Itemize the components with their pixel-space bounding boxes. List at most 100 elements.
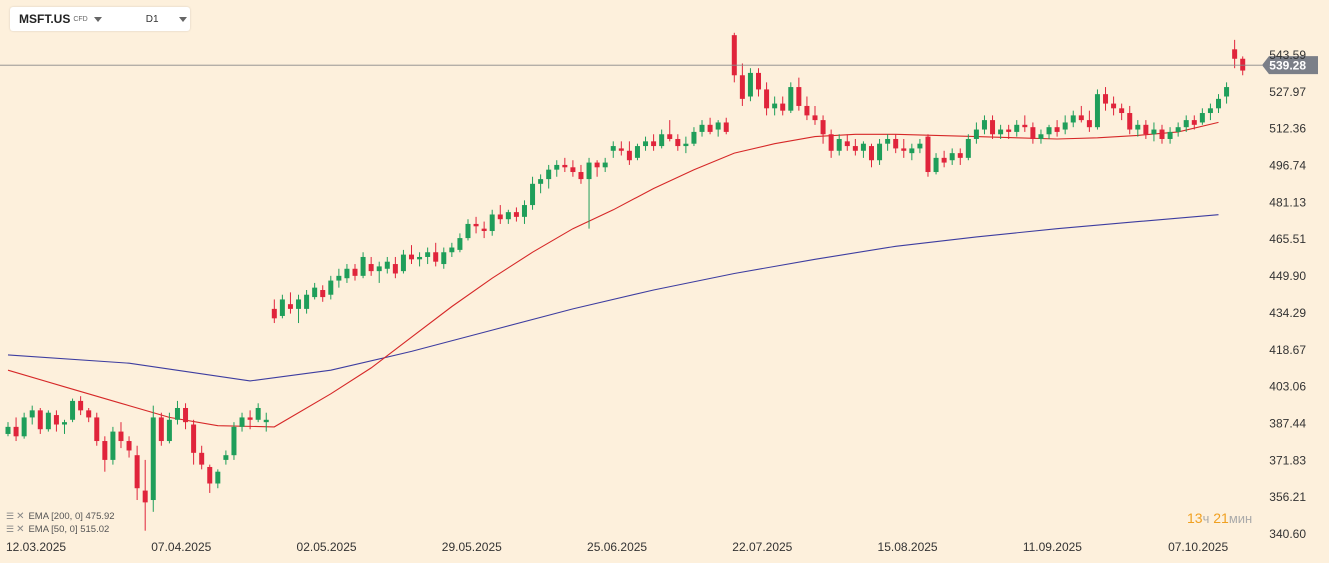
date-tick-label: 25.06.2025 [587, 540, 647, 554]
candle-body [102, 441, 108, 460]
date-tick-label: 07.10.2025 [1168, 540, 1228, 554]
candle-body [1038, 134, 1044, 139]
candle [505, 209, 511, 224]
candle-body [683, 143, 689, 147]
candle-body [1143, 124, 1149, 135]
price-tick-label: 481.13 [1269, 195, 1306, 209]
candle-body [723, 122, 729, 132]
candle-body [5, 426, 11, 434]
candle-body [885, 138, 891, 144]
candle [925, 134, 931, 177]
candle-body [651, 141, 657, 147]
candle-body [820, 120, 826, 135]
candle-body [118, 431, 124, 442]
candle-body [409, 254, 414, 260]
price-tick-label: 496.74 [1269, 159, 1306, 173]
candle-body [901, 148, 907, 151]
candle-body [1070, 115, 1076, 123]
chevron-down-icon[interactable] [178, 16, 187, 22]
candle-body [618, 148, 624, 151]
price-tick-label: 434.29 [1269, 306, 1306, 320]
candle [634, 143, 640, 161]
candle [844, 134, 850, 151]
candle [780, 96, 786, 116]
candle-body [586, 162, 592, 180]
candle-body [21, 417, 27, 437]
date-axis[interactable]: 12.03.2025 07.04.2025 02.05.2025 29.05.2025… [6, 540, 1228, 554]
candle-body [239, 417, 245, 427]
candle [53, 410, 59, 432]
date-tick-label: 11.09.2025 [1023, 540, 1082, 554]
candle [651, 134, 657, 151]
instrument-bar: MSFT.US CFD D1 [10, 7, 190, 31]
candle [481, 221, 487, 239]
candle-body [643, 141, 649, 147]
candle-body [772, 103, 778, 109]
candle [1103, 87, 1109, 111]
candle [1199, 108, 1205, 125]
candle-body [183, 407, 189, 423]
candle [126, 436, 132, 458]
candle-body [441, 252, 447, 265]
candle-body [917, 143, 923, 149]
candle-body [1207, 108, 1213, 114]
candle [489, 209, 495, 236]
candle [998, 124, 1004, 139]
price-axis[interactable]: 543.59 527.97 512.36 496.74 481.13 465.51 449.… [1269, 48, 1306, 541]
candle [1216, 94, 1221, 114]
candle [772, 96, 778, 116]
candle [183, 403, 189, 430]
candle [118, 422, 124, 449]
candle [5, 422, 11, 437]
candle-body [965, 138, 971, 158]
candle [965, 134, 971, 161]
candle [957, 148, 963, 165]
candle-body [691, 131, 697, 144]
candle-body [675, 138, 681, 147]
candle-body [812, 115, 818, 121]
candle [271, 299, 277, 324]
candle [1135, 120, 1141, 137]
candle [594, 160, 600, 177]
date-tick-label: 22.07.2025 [732, 540, 792, 554]
candle-body [449, 247, 455, 253]
candle [885, 134, 891, 151]
candle-body [893, 138, 899, 149]
candle [1022, 115, 1028, 132]
candle [29, 405, 35, 425]
close-icon[interactable]: ✕ [16, 524, 25, 535]
candle [174, 400, 180, 425]
candle [417, 252, 423, 267]
candle-body [715, 122, 721, 130]
close-icon[interactable]: ✕ [16, 511, 25, 522]
candle-body [1240, 58, 1246, 71]
chevron-down-icon[interactable] [93, 16, 102, 22]
candle-body [699, 124, 705, 132]
candle-body [780, 103, 786, 111]
timeframe-label[interactable]: D1 [145, 13, 159, 25]
candle-body [1232, 49, 1238, 59]
candle [1054, 120, 1060, 137]
menu-icon[interactable]: ☰ [6, 524, 15, 534]
candle-body [1151, 129, 1157, 135]
candle-body [110, 431, 116, 460]
candle [158, 412, 164, 446]
candle-body [166, 419, 172, 442]
candle-body [344, 268, 350, 279]
menu-icon[interactable]: ☰ [6, 511, 15, 521]
candle-body [417, 256, 423, 260]
candle [239, 412, 245, 432]
candle [1062, 115, 1068, 135]
candle [917, 138, 923, 154]
candle-body [530, 183, 536, 206]
candle-body [53, 415, 59, 425]
candle [1175, 122, 1181, 137]
indicator-legend-ema200: ☰ ✕ EMA [200, 0] 475.92 [6, 511, 115, 522]
symbol-label[interactable]: MSFT.US [19, 12, 71, 26]
candle-body [1062, 122, 1068, 130]
indicator-label: EMA [50, 0] 515.02 [28, 524, 110, 535]
candle [1232, 39, 1238, 69]
candle [78, 396, 84, 416]
ema200-line [7, 214, 1219, 382]
